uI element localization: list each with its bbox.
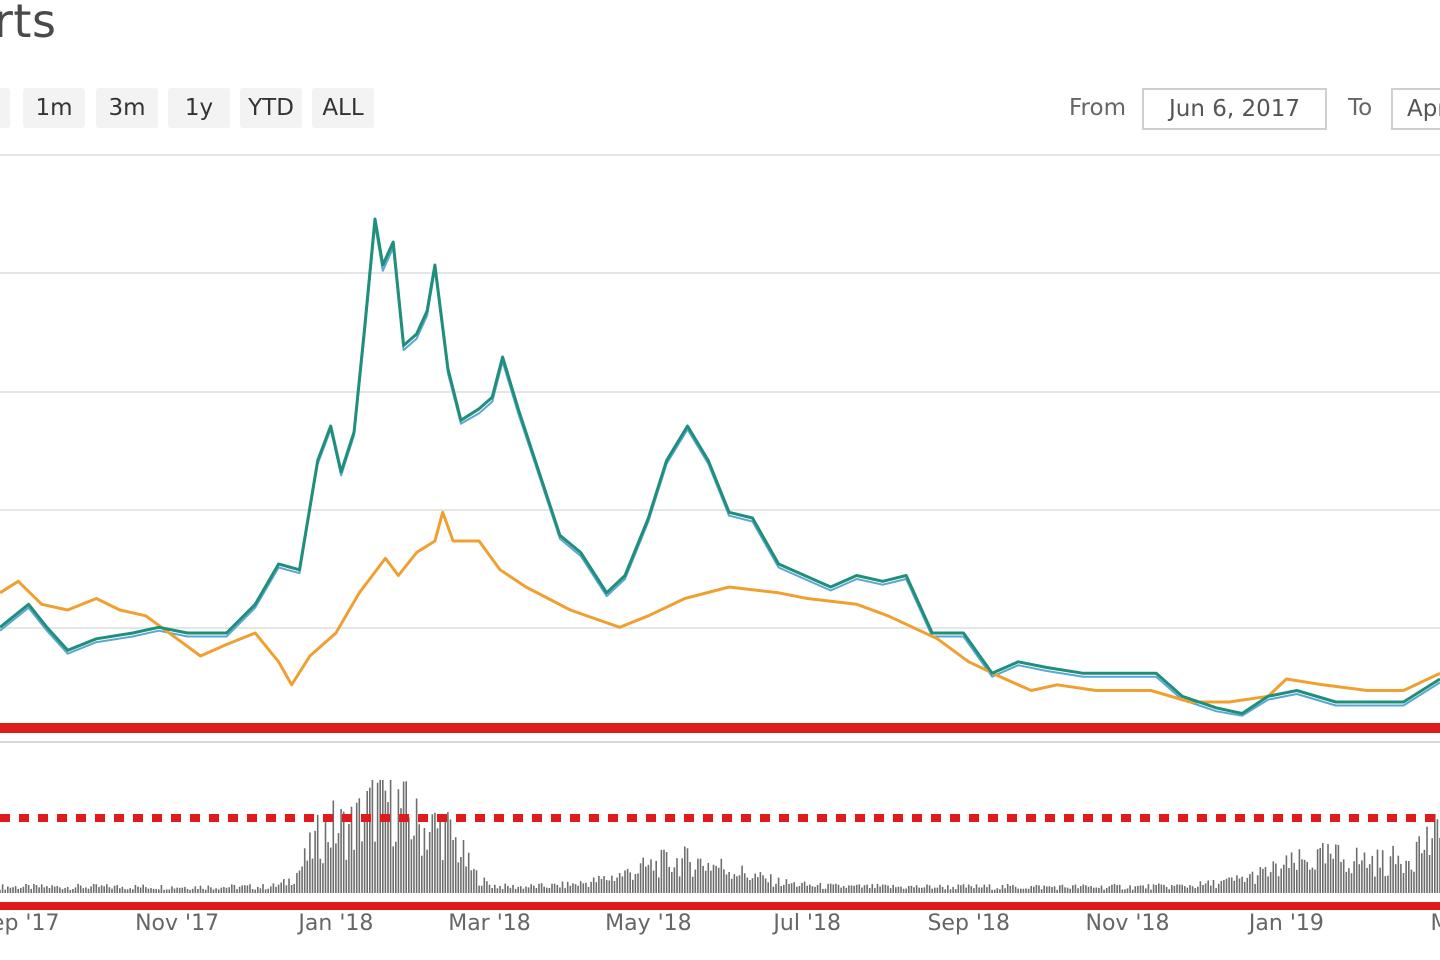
series-line-teal <box>0 217 1440 715</box>
series-line-orange <box>0 510 1440 704</box>
from-label: From <box>1069 95 1126 121</box>
x-tick-label: Jul '18 <box>771 911 841 936</box>
x-tick-label: M <box>1431 911 1440 936</box>
to-label: To <box>1348 95 1373 121</box>
x-tick-label: Nov '17 <box>135 911 219 936</box>
from-date-input[interactable]: Jun 6, 2017 <box>1142 88 1327 130</box>
to-date-input[interactable]: Apr <box>1391 88 1440 130</box>
range-button-partial[interactable] <box>0 88 10 128</box>
range-button-ytd[interactable]: YTD <box>240 88 302 128</box>
page-title: rts <box>0 0 57 48</box>
x-tick-label: Jan '18 <box>296 911 373 936</box>
series-line-blue <box>0 223 1440 717</box>
x-tick-label: Sep '17 <box>0 911 59 936</box>
x-tick-label: Jan '19 <box>1247 911 1324 936</box>
range-button-1m[interactable]: 1m <box>23 88 85 128</box>
x-tick-label: May '18 <box>605 911 692 936</box>
range-button-1y[interactable]: 1y <box>168 88 230 128</box>
range-button-3m[interactable]: 3m <box>96 88 158 128</box>
range-button-all[interactable]: ALL <box>312 88 374 128</box>
x-tick-label: Sep '18 <box>927 911 1010 936</box>
x-tick-label: Mar '18 <box>448 911 531 936</box>
x-tick-label: Nov '18 <box>1086 911 1170 936</box>
